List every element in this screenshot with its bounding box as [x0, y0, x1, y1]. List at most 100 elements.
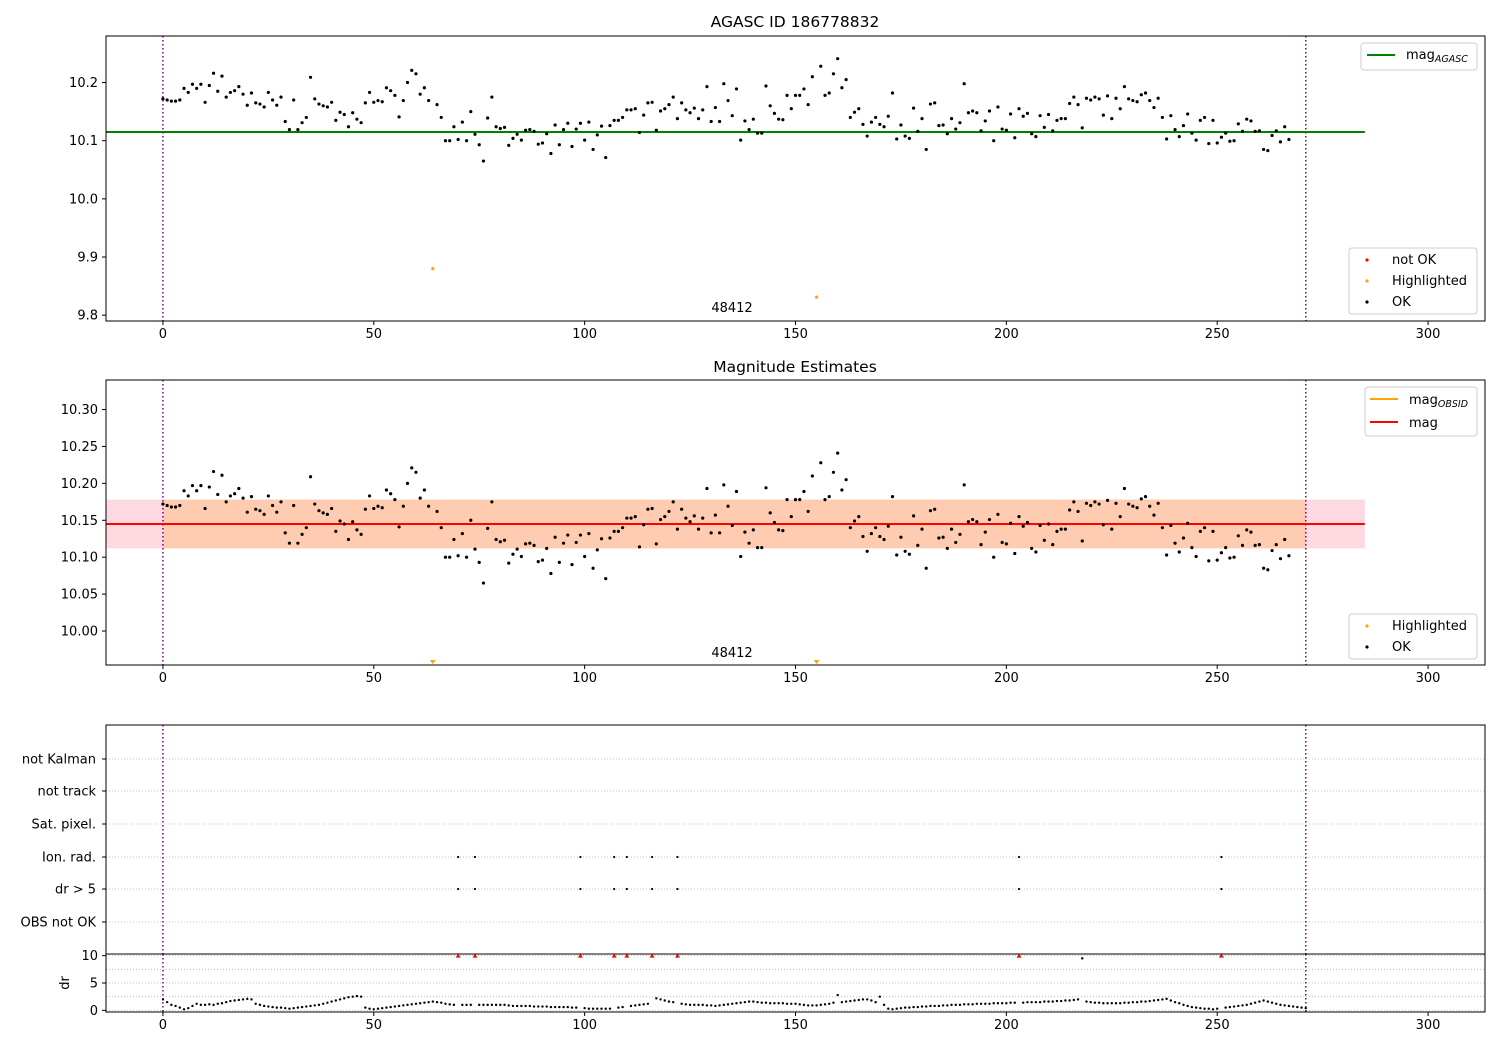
panel1-ok-point [734, 87, 739, 91]
panel1-ok-point [937, 123, 941, 128]
panel2-ok-point [949, 527, 954, 531]
dr-point [224, 1000, 228, 1004]
panel2-ok-point [966, 520, 971, 524]
panel2-ok-point [975, 520, 979, 524]
panel1-ok-point [1076, 103, 1080, 107]
panel2-ok-point [861, 534, 865, 539]
panel2-ok-point [730, 523, 734, 528]
dr-point [482, 1003, 485, 1007]
dr-xtick-label: 0 [159, 1018, 167, 1033]
panel2-ok-point [498, 540, 502, 544]
dr-point [1199, 1006, 1202, 1010]
panel2-ok-point [1245, 528, 1249, 532]
panel2-ok-point [671, 500, 675, 504]
dr-point [1059, 999, 1063, 1003]
panel1-xtick-label: 300 [1416, 327, 1441, 342]
panel2-ok-point [1008, 521, 1013, 525]
panel2-ok-point [393, 498, 397, 502]
dr-point [351, 995, 354, 998]
panel1-ok-point [717, 119, 722, 124]
dr-point [634, 1004, 637, 1007]
panel1-ok-point [793, 93, 798, 97]
panel1-ok-point [869, 120, 874, 124]
panel1-ok-point [1127, 97, 1131, 101]
panel1-ok-point [270, 98, 275, 102]
dr-point [1072, 998, 1076, 1002]
flag-point [625, 855, 628, 859]
dr-point [672, 1000, 675, 1004]
panel1-ok-point [701, 108, 705, 112]
dr-point [992, 1002, 995, 1005]
panel1-ok-point [941, 123, 945, 127]
dr-point [275, 1006, 278, 1009]
dr-point [258, 1003, 262, 1007]
panel2-ok-point [296, 541, 300, 545]
panel1-ok-point [490, 95, 494, 99]
dr-xtick-label: 50 [366, 1018, 383, 1033]
panel1-ok-point [1257, 129, 1261, 133]
panel1-ok-point [949, 116, 954, 121]
dr-point [1013, 1001, 1016, 1004]
panel2-ok-point [566, 533, 570, 537]
panel2-ok-point [739, 554, 743, 559]
panel2-ok-point [979, 543, 983, 547]
panel2-ok-point [173, 505, 178, 509]
panel2-ok-point [726, 504, 730, 508]
dr-point [878, 995, 882, 998]
panel2-ok-point [874, 526, 878, 530]
dr-point [1009, 1001, 1012, 1004]
dr-point [478, 1003, 481, 1007]
dr-point [1123, 1001, 1126, 1004]
panel1-ok-point [928, 102, 933, 106]
panel2-ok-point [819, 461, 823, 465]
panel2-ok-point [384, 488, 389, 492]
dr-point [431, 1000, 435, 1003]
panel2-ok-point [266, 494, 270, 498]
panel2-ok-point [971, 517, 975, 522]
dr-xtick-label: 100 [572, 1018, 597, 1033]
dr-point [1245, 1003, 1248, 1007]
panel1-ok-point [857, 107, 861, 111]
dr-point [1047, 1000, 1050, 1003]
dr-point [1300, 1006, 1303, 1009]
panel1-ok-point [233, 89, 237, 93]
panel2-ok-point [435, 509, 439, 514]
dr-point [971, 1003, 974, 1006]
dr-point [499, 1003, 502, 1007]
panel1-ok-point [519, 138, 523, 142]
dr-point [967, 1003, 970, 1006]
panel2-ok-point [612, 529, 616, 533]
panel1-ok-point [924, 147, 928, 152]
panel1-ok-point [338, 110, 342, 114]
panel2-ok-point [890, 495, 895, 499]
dr-point [752, 1000, 755, 1003]
dr-point [844, 1000, 848, 1003]
panel2-ok-point [317, 509, 321, 513]
dr-point [1275, 1002, 1278, 1005]
panel2-ok-point [313, 502, 317, 506]
panel1-ok-point [414, 72, 418, 76]
dr-point [1089, 1000, 1092, 1004]
dr-point [410, 1003, 413, 1006]
panel2-xtick-label: 200 [994, 671, 1019, 686]
panel2-ok-point [308, 475, 313, 479]
panel1-ok-point [1051, 129, 1055, 133]
flag-row-label: dr > 5 [55, 883, 96, 898]
dr-point [326, 1001, 329, 1004]
dr-point [604, 1007, 607, 1010]
dr-point [562, 1005, 565, 1009]
panel1-ytick-label: 10.0 [69, 192, 98, 207]
panel2-ok-point [536, 560, 540, 564]
dr-point [1038, 1000, 1042, 1004]
dr-point [359, 995, 363, 998]
dr-point [865, 998, 869, 1001]
panel1-ok-point [1287, 137, 1291, 142]
dr-point [815, 1004, 818, 1007]
dr-point [1224, 1006, 1227, 1009]
dr-point [680, 1002, 683, 1005]
panel1-ok-point [907, 136, 911, 140]
dr-point [1156, 998, 1160, 1002]
panel1-ok-point [625, 108, 629, 112]
dr-point [511, 1004, 515, 1008]
dr-point [1296, 1005, 1299, 1009]
